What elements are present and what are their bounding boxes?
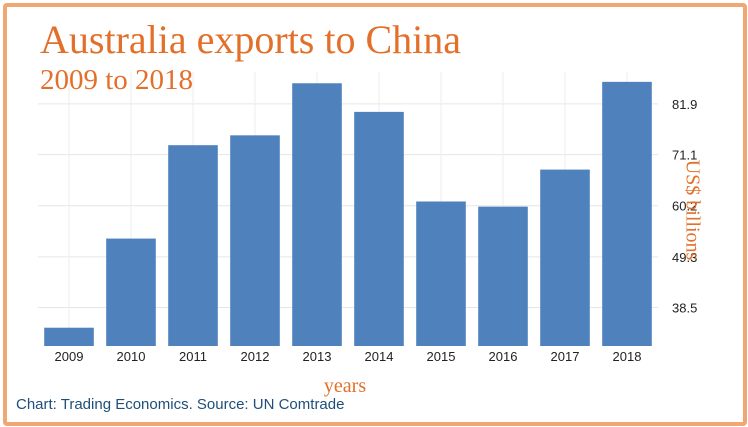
y-axis-label: US$ billions <box>681 159 704 261</box>
bar-2015 <box>416 201 466 346</box>
bar-2009 <box>44 327 94 346</box>
x-tick-label: 2009 <box>55 349 84 364</box>
y-tick-label: 81.9 <box>672 97 697 112</box>
bar-2014 <box>354 111 404 347</box>
x-tick-label: 2013 <box>303 349 332 364</box>
x-tick-label: 2017 <box>551 349 580 364</box>
bar-2012 <box>230 135 280 346</box>
y-tick-label: 60.2 <box>672 199 697 214</box>
x-tick-label: 2011 <box>179 349 207 364</box>
x-tick-label: 2018 <box>613 349 642 364</box>
y-tick-label: 49.3 <box>672 250 697 265</box>
x-tick-label: 2015 <box>427 349 456 364</box>
y-tick-label: 38.5 <box>672 301 697 316</box>
bar-2016 <box>478 206 528 346</box>
chart-subtitle: 2009 to 2018 <box>40 64 194 96</box>
bar-2018 <box>602 81 652 347</box>
x-tick-label: 2014 <box>365 349 394 364</box>
x-tick-labels: 2009 2010 2011 2012 2013 2014 2015 2016 2017 2018 <box>55 349 642 364</box>
bar-2013 <box>292 83 342 346</box>
source-note: Chart: Trading Economics. Source: UN Com… <box>16 396 345 413</box>
chart-title: Australia exports to China <box>40 17 462 62</box>
x-axis-label: years <box>323 375 367 397</box>
y-tick-labels: 38.5 49.3 60.2 71.1 81.9 <box>672 97 697 316</box>
x-tick-label: 2012 <box>241 349 270 364</box>
bars <box>44 81 652 347</box>
x-tick-label: 2010 <box>117 349 146 364</box>
bar-2010 <box>106 238 156 346</box>
bar-2011 <box>168 145 218 346</box>
bar-2017 <box>540 169 590 346</box>
y-tick-label: 71.1 <box>672 148 697 163</box>
x-tick-label: 2016 <box>489 349 518 364</box>
